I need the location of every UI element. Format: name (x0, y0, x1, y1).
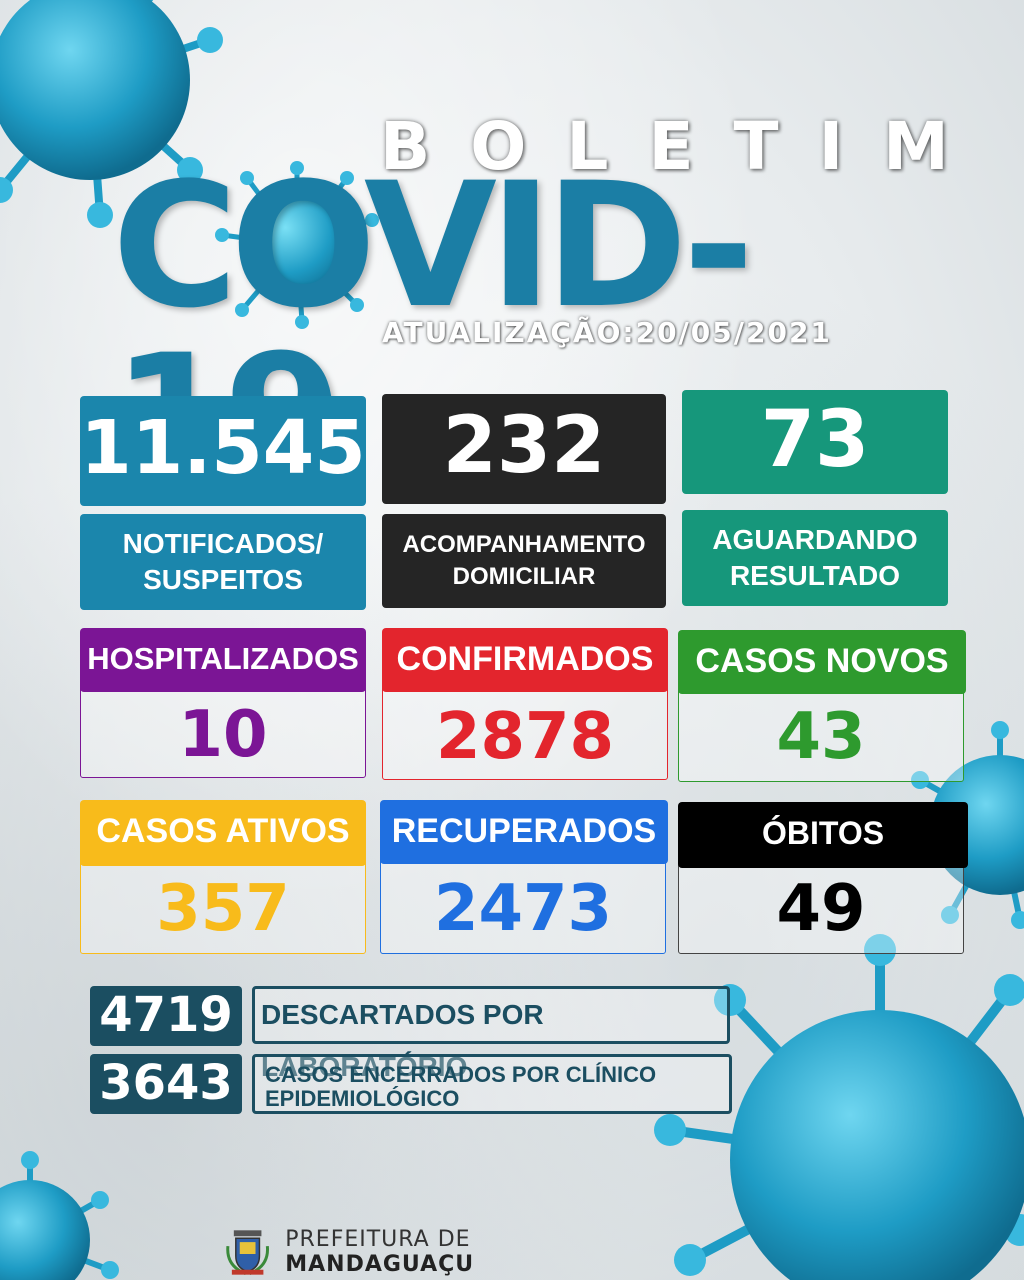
casos-ativos-value: 357 (80, 858, 366, 954)
virus-illustration-bottom-right (654, 934, 1024, 1280)
encerrados-label-line1: CASOS ENCERRADOS POR CLÍNICO (265, 1062, 657, 1087)
notificados-label-box: NOTIFICADOS/ SUSPEITOS (80, 514, 366, 610)
acompanhamento-label-box: ACOMPANHAMENTO DOMICILIAR (382, 514, 666, 608)
confirmados-value: 2878 (382, 684, 668, 780)
aguardando-label-line1: AGUARDANDO (712, 524, 918, 555)
encerrados-value: 3643 (90, 1054, 242, 1114)
update-date-label: ATUALIZAÇÃO: (382, 316, 636, 349)
acompanhamento-value-box: 232 (382, 394, 666, 504)
casos-novos-value: 43 (678, 686, 964, 782)
obitos-value: 49 (678, 858, 964, 954)
confirmados-label: CONFIRMADOS (382, 628, 668, 692)
virus-illustration-top-left (0, 0, 223, 228)
aguardando-value-box: 73 (682, 390, 948, 494)
obitos-label: ÓBITOS (678, 802, 968, 868)
footer: PREFEITURA DE MANDAGUAÇU (222, 1226, 662, 1278)
recuperados-value: 2473 (380, 856, 666, 954)
descartados-value: 4719 (90, 986, 242, 1046)
coat-of-arms-icon (226, 1230, 269, 1276)
casos-novos-label: CASOS NOVOS (678, 630, 966, 694)
hospitalizados-value: 10 (80, 684, 366, 778)
acompanhamento-label-line1: ACOMPANHAMENTO (402, 531, 646, 558)
footer-city: MANDAGUAÇU (285, 1252, 475, 1277)
encerrados-label: CASOS ENCERRADOS POR CLÍNICO EPIDEMIOLÓG… (252, 1054, 732, 1114)
acompanhamento-label-line2: DOMICILIAR (452, 563, 596, 590)
aguardando-label-line2: RESULTADO (729, 560, 901, 591)
footer-text: PREFEITURA DE MANDAGUAÇU (285, 1227, 662, 1277)
notificados-value: 11.545 (80, 405, 366, 491)
acompanhamento-value: 232 (442, 401, 606, 491)
notificados-label-line2: SUSPEITOS (143, 564, 303, 595)
virus-illustration-bottom-left (0, 1151, 119, 1280)
casos-ativos-label: CASOS ATIVOS (80, 800, 366, 866)
header-boletim: BOLETIM (380, 108, 989, 185)
descartados-label-text: DESCARTADOS POR LABORATÓRIO (261, 999, 544, 1082)
descartados-label: DESCARTADOS POR LABORATÓRIO (252, 986, 730, 1082)
notificados-value-box: 11.545 (80, 396, 366, 506)
hospitalizados-label: HOSPITALIZADOS (80, 628, 366, 692)
update-date-value: 20/05/2021 (635, 316, 832, 349)
virus-illustration-header (215, 161, 379, 329)
encerrados-label-line2: EPIDEMIOLÓGICO (265, 1086, 460, 1111)
notificados-label-line1: NOTIFICADOS/ (122, 528, 324, 559)
aguardando-label-box: AGUARDANDO RESULTADO (682, 510, 948, 606)
update-date: ATUALIZAÇÃO:20/05/2021 (382, 316, 832, 349)
footer-prefix: PREFEITURA DE (285, 1227, 471, 1252)
recuperados-label: RECUPERADOS (380, 800, 668, 864)
aguardando-value: 73 (760, 395, 870, 485)
